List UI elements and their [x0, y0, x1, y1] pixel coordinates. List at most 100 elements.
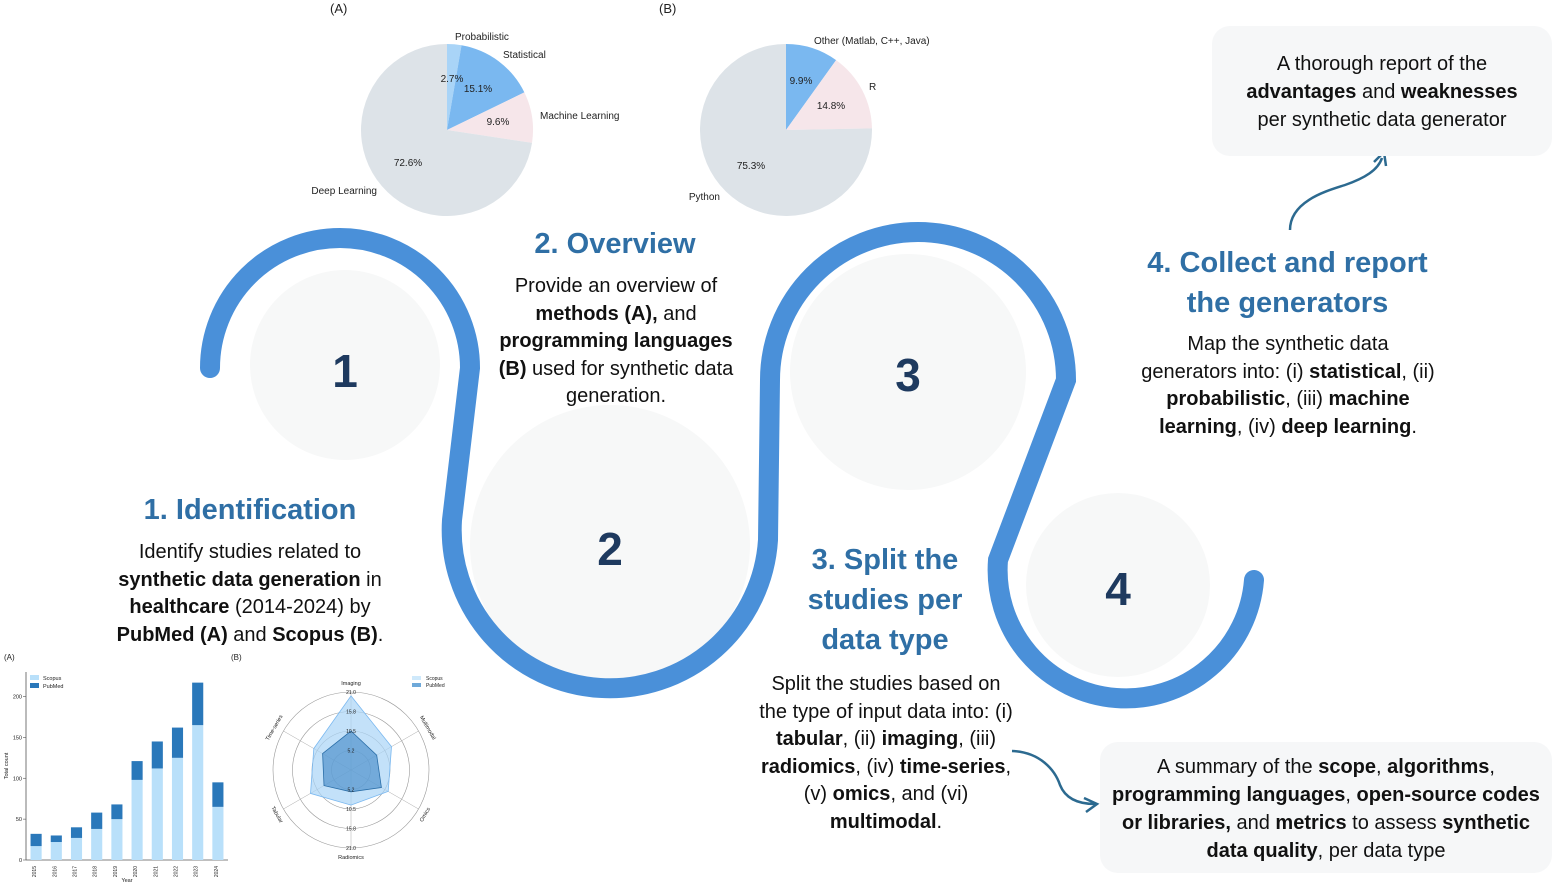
x-tick-label: 2021 [153, 866, 159, 877]
emphasis-text: multimodal [829, 810, 937, 833]
bar-scopus [212, 806, 224, 860]
radar-ring-label: 15.8 [346, 710, 356, 716]
bar-scopus [30, 846, 42, 860]
step1-bg-circle [250, 270, 440, 460]
x-tick-label: 2016 [52, 866, 58, 877]
body-text: Identify studies related to [138, 541, 362, 563]
pie-slices: Other (Matlab, C++, Java) R Python 9.9% 14.8… [689, 36, 930, 216]
legend-swatch-pubmed [30, 683, 39, 688]
legend-label: PubMed [43, 684, 64, 690]
pie-slice [447, 92, 533, 143]
x-tick-label: 2023 [194, 866, 200, 877]
emphasis-text: open-source codes [1356, 784, 1540, 806]
bar-scopus [50, 842, 62, 860]
radar-ring-label: 5.2 [348, 788, 355, 794]
body-text: , (iii) [1285, 388, 1329, 410]
step4-title-line: 4. Collect and report [1147, 247, 1428, 279]
bar-plot: 0 50 100 150 200 2015 2016 2017 2018 2019 2020 2021… [4, 672, 228, 884]
body-text: , (iv) [1236, 415, 1282, 438]
step3-title-line: data type [821, 624, 949, 656]
emphasis-text: programming languages [499, 330, 733, 352]
body-text: , (ii) [842, 728, 882, 750]
bar-pubmed [151, 741, 163, 769]
step1-title: 1. Identification [143, 494, 357, 526]
summary-box: A summary of the scope, algorithms, progr… [1100, 742, 1552, 873]
radar-axis-label: Omics [419, 807, 432, 824]
emphasis-text: advantages [1246, 81, 1357, 103]
arrow-to-summary-head [1083, 796, 1100, 814]
body-text: . [936, 810, 943, 833]
radar-axis-label: Radiomics [338, 855, 364, 861]
arrow-to-summary [1011, 749, 1096, 806]
legend-label: Scopus [426, 676, 443, 682]
step1-description: Identify studies related to synthetic dat… [105, 539, 395, 649]
emphasis-text: healthcare [129, 596, 230, 618]
step2-bg-circle [470, 405, 750, 685]
emphasis-text: deep learning [1281, 415, 1412, 438]
body-text: to assess [1346, 812, 1443, 834]
emphasis-text: time-series [899, 755, 1006, 778]
bar-scopus [91, 828, 103, 860]
radar-plot: Imaging Multimodal Omics Radiomics Tabular Ti… [265, 676, 445, 861]
bar-panel-label: (A) [4, 653, 15, 662]
emphasis-text: data quality [1206, 840, 1318, 862]
bar-scopus [111, 819, 123, 860]
legend-swatch-pubmed [412, 683, 421, 687]
pie-slices: Probabilistic Statistical Machine Learning… [311, 32, 620, 216]
step4-bg-circle [1026, 493, 1210, 677]
emphasis-text: scope [1318, 756, 1377, 778]
body-text: (2014-2024) by [229, 596, 371, 618]
y-axis-label: Total count [4, 752, 10, 779]
x-tick-label: 2024 [214, 866, 220, 877]
data-type-radar-chart: (B) Imaging Multimodal Omics Radiomics Tabul… [231, 653, 445, 861]
x-axis-label: Year [121, 878, 132, 884]
pie-slice [361, 44, 533, 216]
emphasis-text: probabilistic [1166, 388, 1286, 410]
panel-label-a: (A) [330, 1, 347, 16]
step3-title: 3. Split the studies per data type [760, 540, 1010, 660]
bar-pubmed [30, 833, 42, 847]
y-tick-label: 50 [16, 817, 22, 823]
emphasis-text: programming languages [1112, 784, 1346, 806]
pie-category-label: Deep Learning [311, 186, 377, 197]
radar-ring-label: 10.5 [346, 729, 356, 735]
body-text: and [1230, 812, 1276, 834]
body-text: in [360, 568, 382, 591]
y-tick-label: 200 [13, 695, 22, 701]
step3-title-line: studies per [807, 584, 963, 616]
radar-axis-label: Tabular [269, 806, 283, 825]
body-text: . [377, 623, 384, 646]
y-tick-label: 100 [13, 776, 22, 782]
pie-category-label: Python [689, 192, 720, 203]
s-curve-path [200, 222, 1264, 709]
pie-value-label: 9.9% [790, 76, 813, 87]
pie-value-label: 14.8% [817, 101, 845, 112]
bar-pubmed [131, 761, 143, 780]
legend-label: Scopus [43, 676, 62, 682]
x-tick-label: 2019 [113, 866, 119, 877]
x-tick-label: 2020 [133, 866, 139, 877]
bar-scopus [192, 725, 204, 860]
pie-slice [786, 60, 872, 130]
body-text: , (iii) [958, 728, 996, 750]
step2-description: Provide an overview of methods (A), and pr… [487, 273, 745, 411]
pie-category-label: Other (Matlab, C++, Java) [814, 36, 930, 47]
emphasis-text: synthetic [1442, 812, 1530, 834]
step4-description: Map the synthetic data generators into: … [1140, 331, 1436, 441]
body-text: A thorough report of the [1276, 53, 1488, 75]
emphasis-text: or libraries, [1122, 812, 1231, 834]
emphasis-text: radiomics [760, 755, 856, 778]
pie-value-label: 2.7% [441, 74, 464, 85]
radar-panel-label: (B) [231, 653, 242, 662]
pie-category-label: Statistical [503, 50, 546, 61]
pie-slice [447, 44, 462, 130]
pie-slice [700, 44, 872, 216]
legend-swatch-scopus [30, 675, 39, 680]
step2-title: 2. Overview [534, 228, 696, 260]
radar-ring-label: 21.0 [346, 690, 356, 696]
emphasis-text: PubMed (A) [116, 623, 228, 646]
step3-title-line: 3. Split the [811, 544, 959, 576]
body-text: , (iv) [855, 755, 900, 778]
pie-slice [786, 44, 837, 130]
